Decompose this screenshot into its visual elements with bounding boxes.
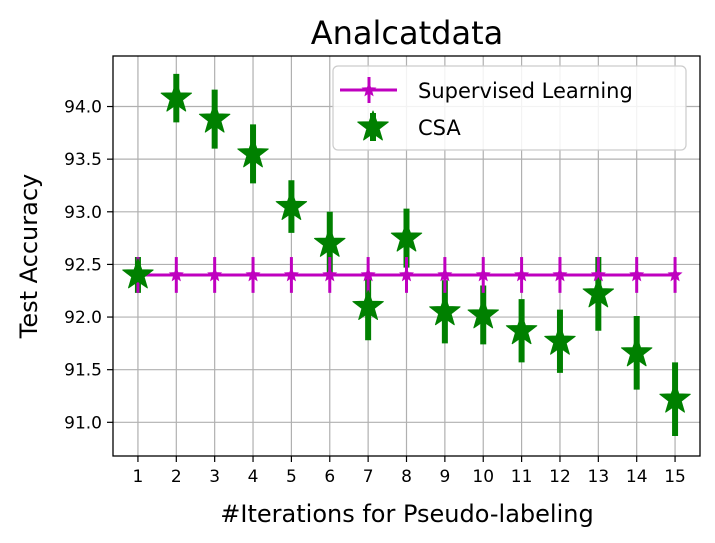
x-tick-label: 7 xyxy=(363,467,374,487)
axis-ticks: 1 2 3 4 5 6 7 8 9 10 11 12 13 14 1591.091.592.092.593.… xyxy=(64,98,686,487)
csa-point xyxy=(160,81,193,112)
supervised-point xyxy=(552,267,568,282)
csa-point xyxy=(505,314,538,345)
x-tick-label: 12 xyxy=(549,467,571,487)
y-tick-label: 91.0 xyxy=(64,413,102,433)
supervised-point xyxy=(322,267,338,282)
x-axis-label: #Iterations for Pseudo-labeling xyxy=(220,500,593,528)
legend: Supervised Learning CSA xyxy=(332,65,687,151)
legend-csa-label: CSA xyxy=(418,116,461,140)
y-tick-label: 93.0 xyxy=(64,203,102,223)
x-tick-label: 2 xyxy=(171,467,182,487)
csa-point xyxy=(467,298,499,329)
x-tick-label: 4 xyxy=(248,467,259,487)
csa-point xyxy=(314,226,346,257)
y-tick-label: 92.5 xyxy=(64,255,102,275)
x-tick-label: 10 xyxy=(472,467,494,487)
supervised-point xyxy=(667,267,683,282)
legend-supervised-label: Supervised Learning xyxy=(418,79,633,103)
x-tick-label: 9 xyxy=(439,467,450,487)
csa-point xyxy=(352,290,384,320)
supervised-point xyxy=(168,267,184,282)
supervised-point xyxy=(245,267,261,282)
chart-title: Analcatdata xyxy=(311,14,504,52)
x-tick-label: 1 xyxy=(133,467,144,487)
x-tick-label: 13 xyxy=(588,467,610,487)
supervised-point xyxy=(437,267,453,282)
x-tick-label: 15 xyxy=(664,467,686,487)
x-tick-label: 3 xyxy=(209,467,220,487)
csa-point xyxy=(275,190,308,220)
csa-point xyxy=(544,324,576,355)
csa-point xyxy=(429,295,461,326)
supervised-point xyxy=(283,267,299,282)
csa-point xyxy=(390,221,423,252)
supervised-point xyxy=(629,267,645,282)
y-tick-label: 93.5 xyxy=(64,150,102,170)
legend-box xyxy=(332,65,687,151)
y-tick-label: 94.0 xyxy=(64,98,102,118)
supervised-point xyxy=(207,267,223,282)
y-tick-label: 92.0 xyxy=(64,308,102,328)
x-tick-label: 5 xyxy=(286,467,297,487)
supervised-point xyxy=(475,267,491,282)
csa-point xyxy=(237,137,269,168)
supervised-point xyxy=(514,267,530,282)
supervised-point xyxy=(399,267,414,282)
series-layer xyxy=(122,81,691,413)
csa-point xyxy=(122,258,154,289)
csa-point xyxy=(198,102,231,133)
x-tick-label: 11 xyxy=(511,467,533,487)
csa-point xyxy=(659,382,691,413)
x-tick-label: 6 xyxy=(324,467,335,487)
supervised-point xyxy=(360,267,376,282)
x-tick-label: 8 xyxy=(401,467,412,487)
legend-supervised-marker xyxy=(361,82,377,97)
csa-point xyxy=(620,336,653,367)
y-axis-label: Test Accuracy xyxy=(15,174,43,339)
y-tick-label: 91.5 xyxy=(64,361,102,381)
legend-csa-marker xyxy=(357,110,389,141)
x-tick-label: 14 xyxy=(626,467,648,487)
csa-point xyxy=(582,277,615,308)
